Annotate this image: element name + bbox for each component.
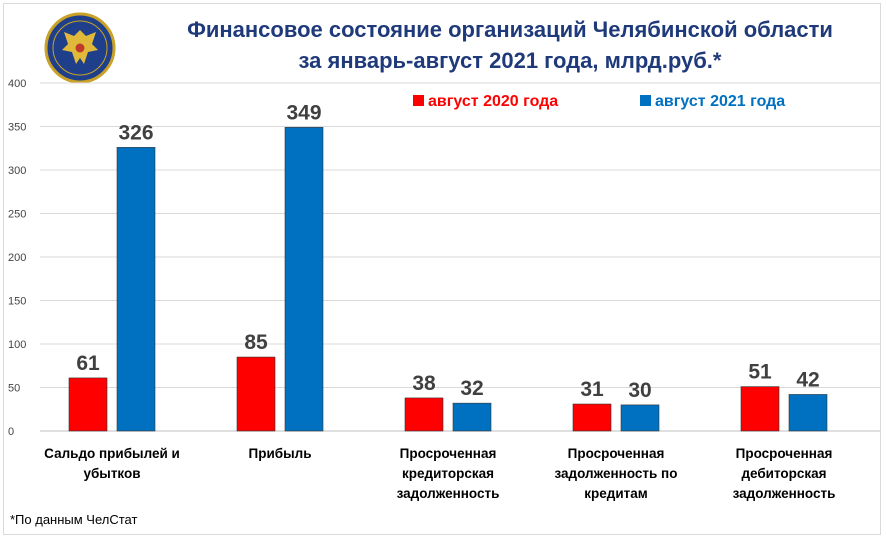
category-label-line: кредитам: [584, 486, 648, 501]
category-label-line: задолженность: [397, 486, 500, 501]
category-label-line: Просроченная: [400, 446, 497, 461]
bar: [788, 394, 828, 432]
bar: [452, 402, 492, 432]
data-label: 51: [748, 361, 772, 384]
bar: [284, 127, 324, 432]
category-label-line: Прибыль: [249, 446, 312, 461]
data-label: 31: [580, 378, 604, 401]
y-tick-label: 300: [8, 165, 26, 177]
category-label-line: Просроченная: [736, 446, 833, 461]
bar: [116, 147, 156, 432]
data-label: 61: [76, 352, 100, 375]
footnote: *По данным ЧелСтат: [10, 512, 138, 527]
legend-label: август 2020 года: [428, 93, 558, 110]
y-tick-label: 350: [8, 122, 26, 134]
category-label-line: задолженность по: [555, 466, 678, 481]
category-label-line: Сальдо прибылей и: [44, 446, 180, 461]
y-tick-label: 150: [8, 296, 26, 308]
bar: [572, 403, 612, 432]
y-tick-label: 50: [8, 383, 20, 395]
legend-swatch: [640, 95, 651, 106]
y-tick-label: 100: [8, 339, 26, 351]
category-label-line: убытков: [83, 466, 140, 481]
emblem-logo: [44, 12, 116, 84]
category-label-line: Просроченная: [568, 446, 665, 461]
bar: [740, 386, 780, 432]
data-label: 38: [412, 372, 436, 395]
bar: [404, 397, 444, 432]
category-label: Просроченная дебиторская задолженность: [733, 446, 836, 501]
y-tick-label: 250: [8, 209, 26, 221]
title-line-2: за январь-август 2021 года, млрд.руб.*: [298, 48, 722, 73]
bar: [236, 356, 276, 432]
legend-swatch: [413, 95, 424, 106]
category-label-line: задолженность: [733, 486, 836, 501]
data-label: 326: [118, 121, 153, 144]
category-label: Просроченная задолженность по кредитам: [555, 446, 678, 501]
title-line-1: Финансовое состояние организаций Челябин…: [187, 17, 833, 42]
chart-frame: [3, 3, 881, 535]
y-tick-label: 0: [8, 426, 14, 438]
category-label-line: дебиторская: [741, 466, 826, 481]
legend-label: август 2021 года: [655, 93, 785, 110]
bar: [68, 377, 108, 432]
y-tick-label: 400: [8, 78, 26, 90]
chart-title: Финансовое состояние организаций Челябин…: [150, 14, 870, 76]
data-label: 42: [796, 368, 819, 391]
y-tick-label: 200: [8, 252, 26, 264]
category-label-line: кредиторская: [402, 466, 494, 481]
data-label: 85: [244, 331, 268, 354]
data-label: 32: [460, 377, 483, 400]
data-label: 349: [286, 101, 321, 124]
data-label: 30: [628, 379, 651, 402]
category-label: Сальдо прибылей и убытков: [44, 446, 180, 481]
bar: [620, 404, 660, 432]
category-label: Прибыль: [249, 446, 312, 461]
category-label: Просроченная кредиторская задолженность: [397, 446, 500, 501]
